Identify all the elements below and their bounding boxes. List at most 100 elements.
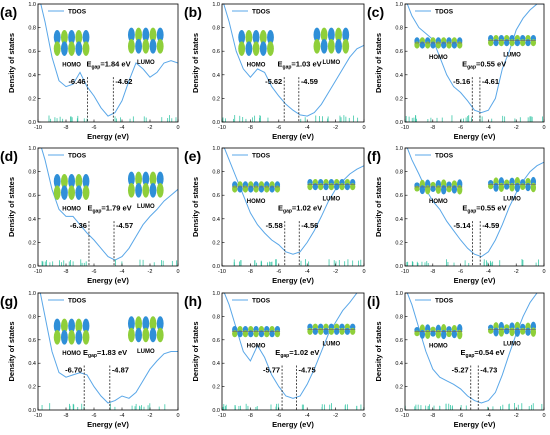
homo-orbital-g [53, 318, 90, 345]
y-tick-a-3: 0.6 [28, 49, 36, 55]
x-axis-label-g: Energy (eV) [87, 420, 129, 429]
energy-levels-e [233, 259, 362, 266]
y-tick-g-3: 0.6 [28, 338, 36, 344]
energy-levels-c [405, 115, 544, 122]
lumo-value-d: -4.57 [116, 221, 133, 230]
x-tick-h-5: 0 [362, 413, 365, 419]
y-tick-b-0: 0.0 [212, 120, 220, 126]
lumo-orbital-g [127, 316, 164, 343]
lumo-value-e: -4.56 [301, 221, 318, 230]
x-tick-i-2: -6 [458, 413, 463, 419]
panel-label-b: (b) [184, 4, 202, 20]
legend-label-h: TDOS [252, 298, 271, 305]
homo-value-e: -5.58 [266, 221, 283, 230]
x-tick-f-0: -10 [401, 269, 409, 275]
homo-label-i: HOMO [429, 344, 448, 350]
homo-value-b: -5.62 [265, 77, 282, 86]
x-tick-d-0: -10 [34, 269, 42, 275]
x-tick-i-5: 0 [542, 413, 545, 419]
y-tick-b-1: 0.2 [212, 96, 220, 102]
panel-label-e: (e) [184, 148, 201, 164]
energy-levels-g [41, 403, 166, 410]
x-tick-i-3: -4 [486, 413, 491, 419]
tdos-curve-h [223, 293, 358, 399]
y-tick-g-2: 0.4 [28, 361, 36, 367]
lumo-value-b: -4.59 [301, 77, 318, 86]
lumo-label-g: LUMO [137, 349, 155, 355]
x-tick-d-1: -8 [64, 269, 69, 275]
y-tick-h-2: 0.4 [212, 361, 220, 367]
tdos-curve-b [223, 4, 364, 117]
lumo-value-f: -4.59 [482, 221, 499, 230]
y-tick-d-3: 0.6 [28, 193, 36, 199]
x-axis-label-e: Energy (eV) [272, 276, 314, 285]
panel-e: (e) Density of states Energy (eV) -5.58 -4.5… [184, 146, 366, 285]
homo-orbital-a [53, 29, 90, 56]
x-tick-e-1: -8 [248, 269, 253, 275]
lumo-label-c: LUMO [503, 53, 521, 59]
lumo-orbital-b [313, 27, 350, 54]
panel-label-h: (h) [184, 293, 202, 309]
panel-b: (b) Density of states Energy (eV) -5.62 -4.5… [184, 2, 366, 141]
lumo-label-a: LUMO [137, 60, 155, 66]
lumo-label-f: LUMO [503, 197, 521, 203]
lumo-orbital-a [127, 27, 164, 54]
x-axis-label-a: Energy (eV) [87, 132, 129, 141]
y-tick-f-3: 0.6 [395, 193, 403, 199]
panel-label-a: (a) [0, 4, 17, 20]
homo-label-g: HOMO [62, 351, 81, 357]
y-tick-i-0: 0.0 [395, 408, 403, 414]
plot-frame-i [404, 292, 545, 411]
y-axis-label-g: Density of states [7, 321, 16, 381]
y-tick-g-0: 0.0 [28, 408, 36, 414]
homo-orbital-b [238, 29, 274, 56]
x-axis-label-f: Energy (eV) [454, 276, 496, 285]
lumo-value-g: -4.87 [112, 366, 129, 375]
y-axis-label-b: Density of states [191, 33, 200, 93]
gap-label-c: Egap=0.55 eV [462, 60, 506, 71]
energy-levels-f [406, 259, 539, 266]
y-tick-a-4: 0.8 [28, 26, 36, 32]
y-axis-label-f: Density of states [374, 177, 383, 237]
tdos-curve-g [39, 293, 178, 404]
gap-label-f: Egap=0.55 eV [462, 204, 506, 215]
y-tick-i-4: 0.8 [395, 314, 403, 320]
legend-label-e: TDOS [252, 153, 271, 160]
y-tick-h-0: 0.0 [212, 408, 220, 414]
x-tick-a-5: 0 [176, 125, 179, 131]
x-tick-a-1: -8 [64, 125, 69, 131]
y-axis-label-c: Density of states [374, 33, 383, 93]
x-tick-c-2: -6 [458, 125, 463, 131]
x-tick-c-3: -4 [486, 125, 491, 131]
y-tick-c-1: 0.2 [395, 96, 403, 102]
gap-label-d: Egap=1.79 eV [87, 204, 131, 215]
y-tick-b-2: 0.4 [212, 73, 220, 79]
homo-orbital-i [414, 323, 463, 340]
tdos-curve-c [406, 4, 544, 114]
x-tick-g-5: 0 [176, 413, 179, 419]
homo-label-h: HOMO [247, 344, 266, 350]
energy-levels-d [41, 259, 178, 266]
gap-label-g: Egap=1.83 eV [83, 348, 127, 359]
y-tick-i-2: 0.4 [395, 361, 403, 367]
x-axis-label-c: Energy (eV) [454, 132, 496, 141]
homo-label-f: HOMO [429, 199, 448, 205]
legend-label-d: TDOS [68, 153, 87, 160]
plot-frame-f [404, 147, 545, 267]
y-tick-f-1: 0.2 [395, 240, 403, 246]
x-tick-e-5: 0 [362, 269, 365, 275]
x-axis-label-b: Energy (eV) [272, 132, 314, 141]
lumo-label-i: LUMO [503, 341, 521, 347]
y-tick-e-4: 0.8 [212, 170, 220, 176]
panel-a: (a) Density of states Energy (eV) -6.46 -4.6… [0, 2, 180, 141]
x-tick-f-2: -6 [458, 269, 463, 275]
x-tick-d-4: -2 [148, 269, 153, 275]
x-tick-g-4: -2 [148, 413, 153, 419]
energy-levels-a [48, 115, 177, 122]
lumo-orbital-e [307, 178, 356, 191]
gap-label-e: Egap=1.02 eV [278, 204, 322, 215]
panel-label-d: (d) [0, 148, 18, 164]
homo-orbital-h [232, 325, 281, 338]
homo-value-f: -5.14 [453, 221, 471, 230]
